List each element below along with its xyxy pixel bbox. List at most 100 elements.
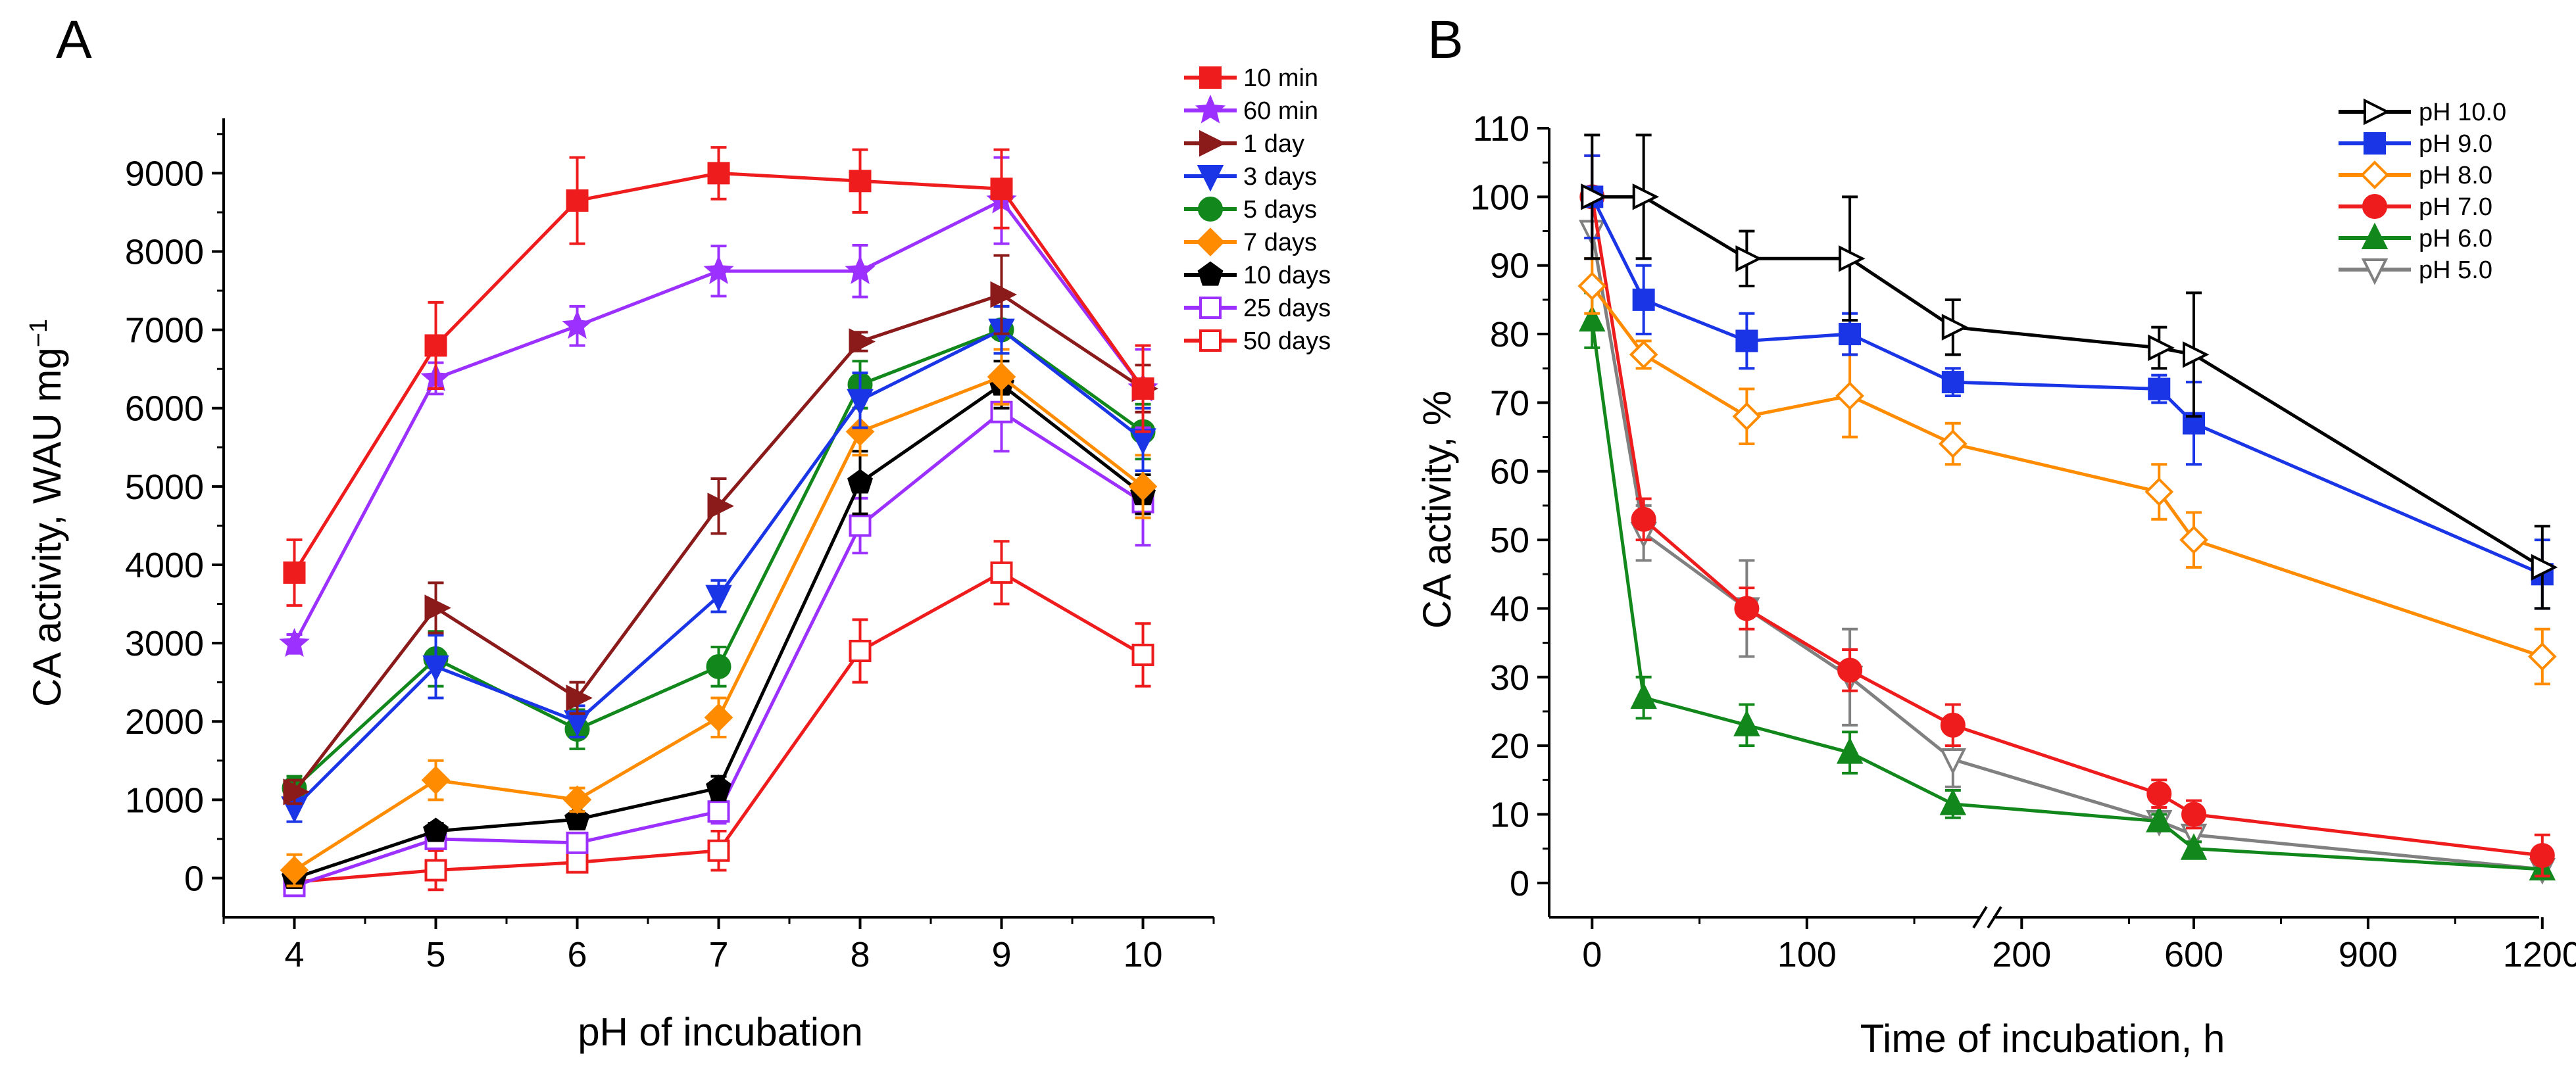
data-point xyxy=(707,492,734,519)
series-line-ph-10-0 xyxy=(2192,353,2544,569)
data-point xyxy=(1630,682,1657,709)
data-point xyxy=(283,779,310,805)
panel-a-x-tick-label: 9 xyxy=(991,935,1011,974)
panel-b-y-tick-label: 70 xyxy=(1490,383,1529,423)
series-7-days xyxy=(280,348,1158,888)
legend-item-1-day: 1 day xyxy=(1184,130,1304,158)
data-point xyxy=(1128,472,1158,501)
panel-a-y-axis-label-superscript: −1 xyxy=(25,319,53,347)
data-point xyxy=(423,817,449,842)
data-point xyxy=(1735,329,1758,352)
legend-item-50-days: 50 days xyxy=(1184,327,1331,355)
legend-label: 25 days xyxy=(1243,295,1331,322)
legend-marker xyxy=(2364,98,2390,126)
series-line-ph-5-0 xyxy=(2193,833,2543,871)
panel-b-y-tick-label: 80 xyxy=(1490,315,1529,354)
data-point xyxy=(849,170,872,193)
data-point xyxy=(706,775,731,799)
legend-marker xyxy=(1196,228,1225,256)
panel-a-y-tick-label: 5000 xyxy=(125,468,204,507)
panel-b-x-axis-label: Time of incubation, h xyxy=(1860,1017,2225,1061)
legend-item-5-days: 5 days xyxy=(1184,196,1317,224)
data-point xyxy=(706,654,731,679)
data-point xyxy=(2148,377,2171,400)
panel-b-y-tick-label: 30 xyxy=(1490,658,1529,698)
data-point xyxy=(2183,341,2210,368)
series-line-ph-9-0 xyxy=(2193,421,2543,576)
panel-a-y-tick-label: 8000 xyxy=(125,233,204,272)
series-line-ph-7-0 xyxy=(2193,812,2543,857)
panel-a-y-axis-label: CA activity, WAU mg−1 xyxy=(25,319,69,707)
series-line-ph-8-0 xyxy=(1591,285,2160,494)
data-point xyxy=(1836,737,1864,764)
series-ph-5-0 xyxy=(1579,202,2556,885)
data-point xyxy=(2527,642,2557,671)
panel-a-y-tick-label: 1000 xyxy=(125,780,204,820)
legend-label: 1 day xyxy=(1243,130,1304,158)
data-point xyxy=(1939,748,1967,775)
data-point xyxy=(566,851,589,874)
panel-a-y-axis-label-main: CA activity, WAU mg xyxy=(25,347,69,707)
panel-b-x-tick-label: 1200 xyxy=(2503,935,2576,974)
series-line-ph-6-0 xyxy=(2193,847,2542,871)
data-point xyxy=(707,839,730,862)
data-point xyxy=(562,785,592,815)
panel-b-y-tick-label: 0 xyxy=(1510,864,1529,903)
data-point xyxy=(1734,596,1760,621)
data-point xyxy=(562,310,593,339)
series-line-ph-6-0 xyxy=(1590,320,2160,823)
legend-marker xyxy=(1199,329,1222,352)
panel-a-x-tick-label: 5 xyxy=(426,935,445,974)
panel-b-y-tick-label: 90 xyxy=(1490,247,1529,286)
legend-item-3-days: 3 days xyxy=(1184,163,1317,192)
panel-a-x-axis-label: pH of incubation xyxy=(578,1010,863,1054)
data-point xyxy=(2529,843,2555,869)
legend-marker xyxy=(1197,261,1224,286)
legend-item-10-days: 10 days xyxy=(1184,261,1331,289)
panel-a-y-tick-label: 9000 xyxy=(125,154,204,193)
legend-label: pH 7.0 xyxy=(2419,193,2492,221)
legend-item-7-days: 7 days xyxy=(1184,228,1317,256)
legend-marker xyxy=(2360,160,2389,189)
panel-a-y-tick-label: 2000 xyxy=(125,702,204,742)
panel-a-x-tick-label: 4 xyxy=(284,935,304,974)
data-point xyxy=(1940,712,1966,738)
data-point xyxy=(422,655,449,683)
data-point xyxy=(990,561,1013,584)
data-point xyxy=(280,855,309,885)
data-point xyxy=(279,628,310,657)
legend-item-ph-8-0: pH 8.0 xyxy=(2339,160,2492,189)
series-line-ph-9-0 xyxy=(1591,196,2160,391)
panel-a-y-tick-label: 0 xyxy=(184,859,204,898)
legend-marker xyxy=(1197,165,1224,192)
data-point xyxy=(849,514,872,537)
legend-label: 60 min xyxy=(1243,97,1318,125)
data-point xyxy=(849,328,876,355)
data-point xyxy=(1131,643,1154,666)
panel-a-plot-area: 0 1000 2000 3000 4000 5000 6000 7000 8000 9000 4 5 6… xyxy=(125,118,1215,974)
panel-b-y-tick-label: 50 xyxy=(1490,521,1529,560)
data-point xyxy=(704,703,733,732)
data-point xyxy=(707,800,730,823)
panel-b-y-tick-label: 110 xyxy=(1473,109,1529,149)
data-point xyxy=(566,189,589,212)
data-point xyxy=(705,585,732,612)
legend-marker xyxy=(1199,66,1222,89)
data-point xyxy=(2144,477,2174,506)
legend-marker xyxy=(1199,297,1222,319)
panel-b-x-tick-label: 100 xyxy=(1777,935,1837,974)
panel-a-x-tick-label: 6 xyxy=(567,935,587,974)
legend-label: 10 days xyxy=(1243,262,1331,289)
data-point xyxy=(1735,245,1762,272)
data-point xyxy=(1938,429,1968,458)
panel-b-y-tick-label: 10 xyxy=(1490,795,1529,834)
panel-a-y-tick-label: 6000 xyxy=(125,389,204,429)
data-point xyxy=(1629,340,1658,370)
data-point xyxy=(990,178,1013,201)
data-point xyxy=(2531,554,2558,581)
data-point xyxy=(1837,658,1863,683)
legend-marker xyxy=(2362,194,2387,219)
data-point xyxy=(845,417,875,446)
series-line-ph-8-0 xyxy=(2193,538,2543,658)
